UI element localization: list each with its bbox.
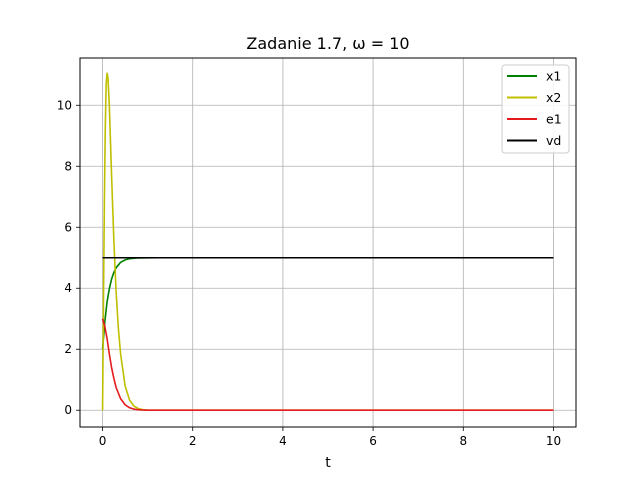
y-tick-label: 10 bbox=[57, 98, 72, 112]
x-tick-label: 4 bbox=[279, 434, 287, 448]
legend-label-e1: e1 bbox=[546, 112, 562, 127]
x-axis-ticks: 0 2 4 6 8 10 bbox=[99, 427, 561, 448]
x-tick-label: 2 bbox=[189, 434, 197, 448]
legend-frame bbox=[501, 64, 570, 154]
y-tick-label: 2 bbox=[64, 342, 72, 356]
legend: x1 x2 e1 vd bbox=[501, 64, 570, 154]
y-tick-label: 6 bbox=[64, 220, 72, 234]
x-axis-label: t bbox=[325, 455, 331, 471]
series-line-x2 bbox=[101, 72, 554, 412]
y-axis-ticks: 0 2 4 6 8 10 bbox=[57, 98, 80, 417]
legend-label-x2: x2 bbox=[546, 90, 561, 105]
plot-frame bbox=[79, 57, 577, 428]
x-tick-label: 8 bbox=[459, 434, 467, 448]
series-lines bbox=[101, 72, 554, 412]
x-tick-label: 6 bbox=[369, 434, 377, 448]
chart-title: Zadanie 1.7, ω = 10 bbox=[246, 34, 409, 53]
x-tick-label: 10 bbox=[546, 434, 561, 448]
y-tick-label: 0 bbox=[64, 403, 72, 417]
series-line-x1 bbox=[101, 256, 554, 350]
legend-label-vd: vd bbox=[546, 133, 561, 148]
y-tick-label: 8 bbox=[64, 159, 72, 173]
series-line-e1 bbox=[101, 318, 554, 412]
y-tick-label: 4 bbox=[64, 281, 72, 295]
legend-label-x1: x1 bbox=[546, 69, 561, 84]
x-tick-label: 0 bbox=[99, 434, 107, 448]
